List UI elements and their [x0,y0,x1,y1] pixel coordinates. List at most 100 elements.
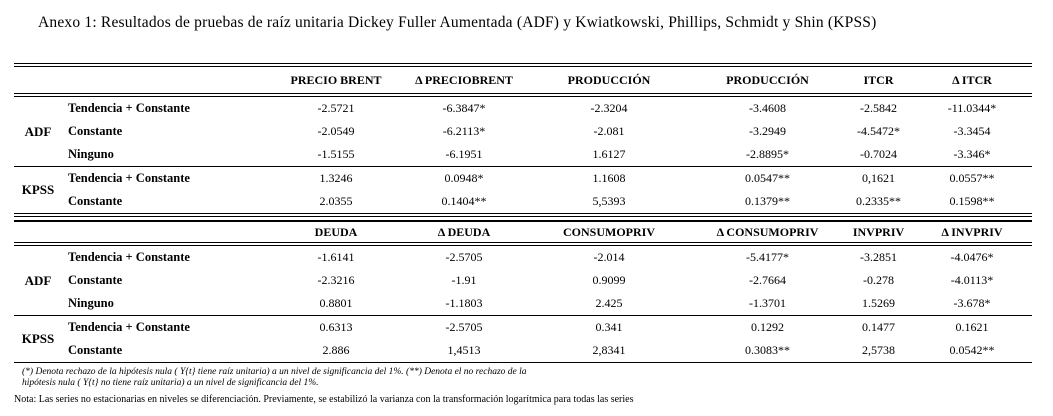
value-cell: -3.678* [953,296,991,310]
value-cell: -5.4177* [746,250,789,264]
footnotes: (*) Denota rechazo de la hipótesis nula … [14,367,1053,405]
spec-label: Tendencia + Constante [68,320,190,334]
value-cell: -2.8895* [746,147,789,161]
value-cell: -2.7664 [749,273,786,287]
value-cell: -6.1951 [445,147,483,161]
header-row: DEUDA Δ DEUDA CONSUMOPRIV Δ CONSUMOPRIV … [14,221,1032,244]
spec-label: Constante [68,343,123,357]
value-cell: -2.3204 [590,101,628,115]
value-cell: 0.341 [595,320,623,334]
spec-label: Tendencia + Constante [68,101,190,115]
column-header: Δ INVPRIV [941,224,1003,239]
value-cell: -2.081 [593,124,625,138]
table-row: Ninguno 0.8801 -1.1803 2.425 -1.3701 1.5… [14,292,1032,316]
spec-label: Tendencia + Constante [68,171,190,185]
value-cell: -3.2949 [749,124,786,138]
significance-note-line2: hipótesis nula ( Y{t} no tiene raíz unit… [22,378,319,389]
value-cell: -3.3454 [953,124,991,138]
column-header: PRODUCCIÓN [726,72,809,87]
table-row: Constante -2.3216 -1.91 0.9099 -2.7664 -… [14,269,1032,292]
spec-label: Tendencia + Constante [68,250,190,264]
value-cell: 0.3083** [745,343,790,357]
value-cell: 0,1621 [862,171,895,185]
value-cell: 0.0547** [745,171,790,185]
column-header: ITCR [863,72,894,87]
value-cell: -6.3847* [442,101,486,115]
value-cell: 0.1621 [955,320,989,334]
test-label: ADF [24,123,52,139]
value-cell: 1.1608 [592,171,626,185]
value-cell: 0.1598** [949,194,995,208]
column-header: Δ PRECIOBRENT [415,72,513,87]
spec-label: Constante [68,273,123,287]
column-header: DEUDA [314,224,358,239]
value-cell: -4.0113* [950,273,994,287]
value-cell: 0.0948* [444,171,484,185]
column-header: PRECIO BRENT [290,72,382,87]
table-row: Constante 2.0355 0.1404** 5,5393 0.1379*… [14,190,1032,215]
table-row: Constante 2.886 1,4513 2,8341 0.3083** 2… [14,339,1032,363]
value-cell: -1.1803 [445,296,483,310]
table-row: Constante -2.0549 -6.2113* -2.081 -3.294… [14,120,1032,143]
value-cell: -4.5472* [857,124,900,138]
table-row: KPSS Tendencia + Constante 1.3246 0.0948… [14,167,1032,197]
value-cell: 0.1404** [441,194,487,208]
column-header: Δ CONSUMOPRIV [716,224,819,239]
table-row: Ninguno -1.5155 -6.1951 1.6127 -2.8895* … [14,143,1032,167]
column-header: Δ DEUDA [437,224,491,239]
column-header: INVPRIV [852,224,905,239]
adf-group: ADF Tendencia + Constante -2.5721 -6.384… [14,95,1032,167]
value-cell: 0.9099 [592,273,626,287]
value-cell: 2.886 [322,343,350,357]
adf-group: ADF Tendencia + Constante -1.6141 -2.570… [14,244,1032,316]
value-cell: 0.2335** [856,194,901,208]
table-row: ADF Tendencia + Constante -2.5721 -6.384… [14,95,1032,139]
value-cell: -0.7024 [860,147,897,161]
value-cell: 0.0542** [949,343,995,357]
value-cell: 2.425 [595,296,623,310]
empty-header-cell [14,65,272,95]
value-cell: 1,4513 [447,343,481,357]
column-header: PRODUCCIÓN [567,72,651,87]
test-label: KPSS [21,182,55,197]
value-cell: -2.5705 [445,320,483,334]
spec-label: Ninguno [68,296,114,310]
value-cell: 0.1477 [862,320,895,334]
table-row: KPSS Tendencia + Constante 0.6313 -2.570… [14,316,1032,346]
value-cell: -1.3701 [749,296,786,310]
value-cell: -2.5721 [317,101,355,115]
value-cell: 0.1379** [745,194,790,208]
value-cell: -1.6141 [317,250,355,264]
value-cell: -2.014 [593,250,625,264]
general-note: Nota: Las series no estacionarias en niv… [14,393,634,405]
value-cell: 0.8801 [319,296,353,310]
test-label: ADF [24,272,52,288]
unit-root-table-panel-1: PRECIO BRENT Δ PRECIOBRENT PRODUCCIÓN PR… [14,63,1032,217]
value-cell: 1.3246 [319,171,353,185]
value-cell: -2.0549 [317,124,355,138]
value-cell: 2,5738 [862,343,895,357]
test-label: KPSS [21,331,55,346]
value-cell: -1.91 [451,273,477,287]
value-cell: -4.0476* [950,250,994,264]
value-cell: 2,8341 [592,343,626,357]
significance-note-line1: (*) Denota rechazo de la hipótesis nula … [22,367,527,377]
value-cell: 0.0557** [949,171,995,185]
page-title: Anexo 1: Resultados de pruebas de raíz u… [38,14,877,31]
value-cell: -1.5155 [317,147,355,161]
kpss-group: KPSS Tendencia + Constante 0.6313 -2.570… [14,316,1032,363]
value-cell: -0.278 [863,273,894,287]
value-cell: -2.3216 [317,273,355,287]
value-cell: -11.0344* [947,101,997,115]
value-cell: 1.6127 [592,147,626,161]
unit-root-table-panel-2: DEUDA Δ DEUDA CONSUMOPRIV Δ CONSUMOPRIV … [14,220,1032,363]
header-row: PRECIO BRENT Δ PRECIOBRENT PRODUCCIÓN PR… [14,65,1032,95]
value-cell: 0.1292 [751,320,784,334]
kpss-group: KPSS Tendencia + Constante 1.3246 0.0948… [14,167,1032,216]
spec-label: Constante [68,194,123,208]
value-cell: -3.4608 [749,101,786,115]
column-header: CONSUMOPRIV [563,224,655,239]
value-cell: 0.6313 [319,320,353,334]
column-header: Δ ITCR [952,72,992,87]
